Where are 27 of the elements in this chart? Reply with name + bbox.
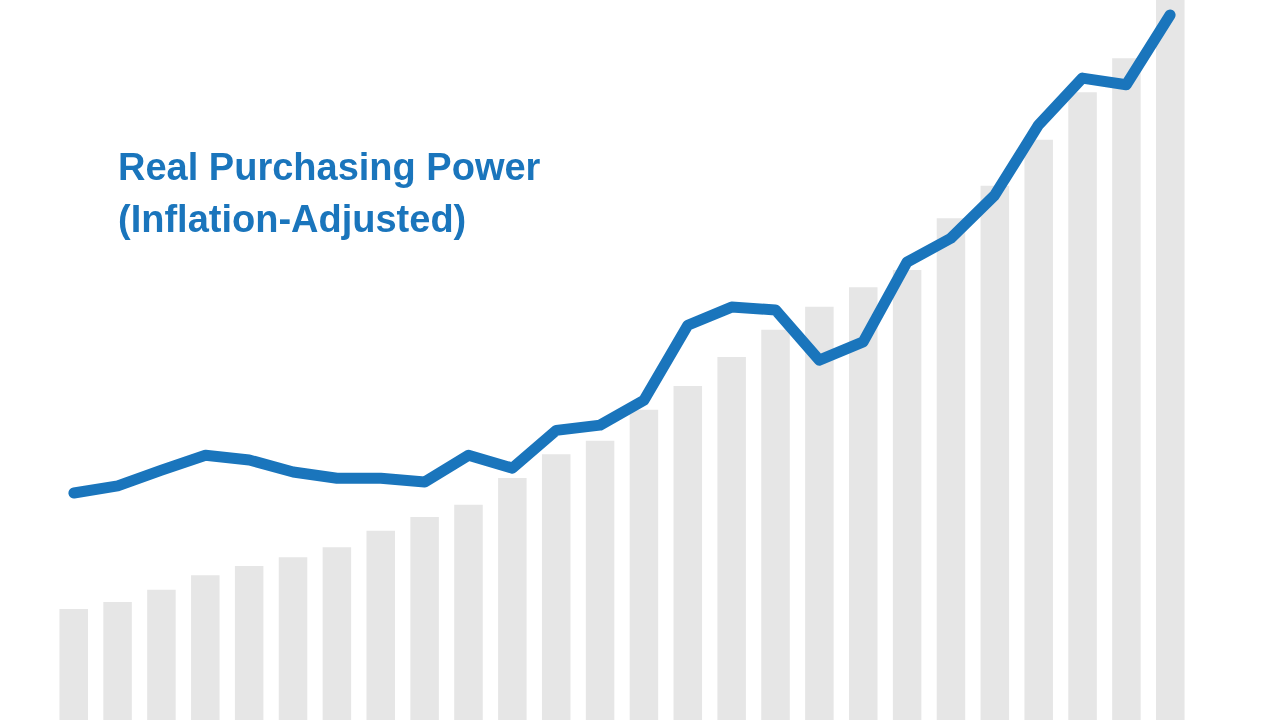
text: Real Purchasing Power (Inflation-Adjusted) <box>118 146 541 240</box>
bar <box>366 530 396 720</box>
bar <box>805 306 834 720</box>
bar <box>1156 0 1185 720</box>
bar <box>454 504 483 720</box>
bar <box>673 385 703 720</box>
bar <box>147 589 176 720</box>
bar <box>103 601 132 720</box>
bar <box>936 218 966 720</box>
bar <box>585 440 615 720</box>
bar <box>59 609 88 720</box>
bar <box>629 409 659 720</box>
bar <box>498 478 527 720</box>
bar <box>410 516 439 720</box>
bar <box>322 547 352 720</box>
bar <box>191 575 220 720</box>
bar <box>278 557 308 720</box>
bar <box>1068 92 1097 720</box>
bar <box>717 357 746 720</box>
bar <box>980 185 1010 720</box>
bar <box>1112 58 1141 720</box>
bar <box>541 454 571 720</box>
bar <box>761 329 790 720</box>
bar <box>892 270 922 720</box>
bar <box>1024 139 1053 720</box>
bar <box>848 287 878 720</box>
bar <box>234 565 264 720</box>
